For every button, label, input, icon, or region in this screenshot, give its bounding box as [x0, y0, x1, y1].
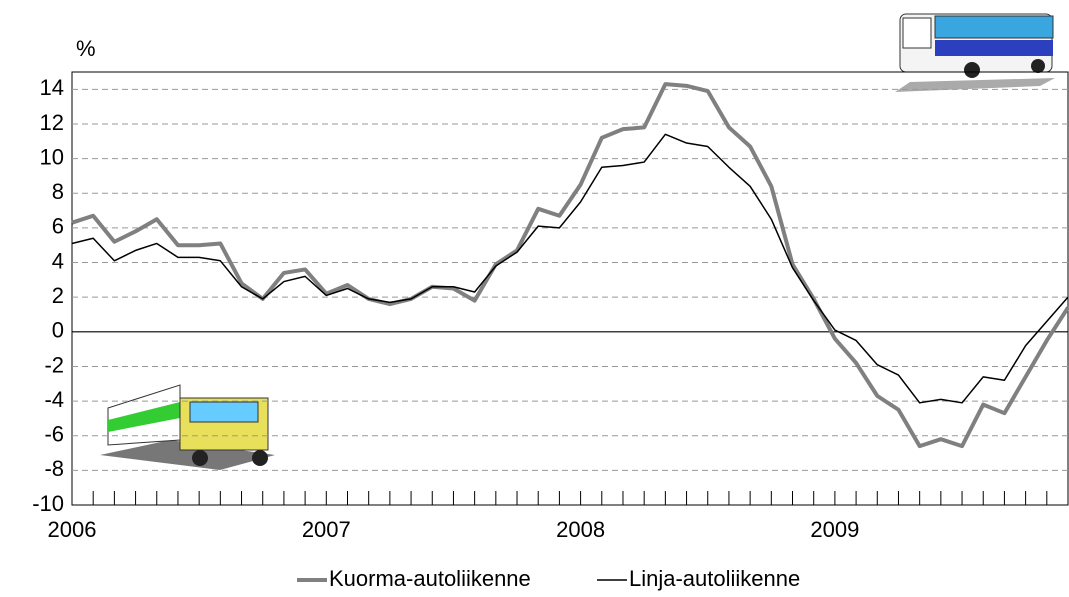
x-tick-label: 2009	[810, 517, 859, 542]
y-tick-label: 10	[40, 144, 64, 169]
y-tick-label: 4	[52, 248, 64, 273]
y-tick-label: -6	[44, 422, 64, 447]
y-tick-label: -10	[32, 491, 64, 516]
y-tick-label: -4	[44, 387, 64, 412]
y-tick-label: 0	[52, 318, 64, 343]
y-tick-label: 12	[40, 110, 64, 135]
y-tick-label: -2	[44, 352, 64, 377]
y-tick-label: -8	[44, 456, 64, 481]
bus-icon	[895, 13, 1055, 92]
y-tick-label: 2	[52, 283, 64, 308]
x-tick-label: 2007	[302, 517, 351, 542]
y-tick-label: 8	[52, 179, 64, 204]
legend-label: Linja-autoliikenne	[629, 566, 800, 591]
plot-area	[71, 71, 1069, 506]
legend-label: Kuorma-autoliikenne	[329, 566, 531, 591]
series-line	[71, 133, 1069, 404]
truck-icon	[100, 384, 275, 470]
x-tick-label: 2008	[556, 517, 605, 542]
y-tick-label: 14	[40, 75, 64, 100]
y-axis-label: %	[76, 36, 96, 61]
series-line	[71, 82, 1069, 449]
x-tick-label: 2006	[48, 517, 97, 542]
y-tick-label: 6	[52, 214, 64, 239]
